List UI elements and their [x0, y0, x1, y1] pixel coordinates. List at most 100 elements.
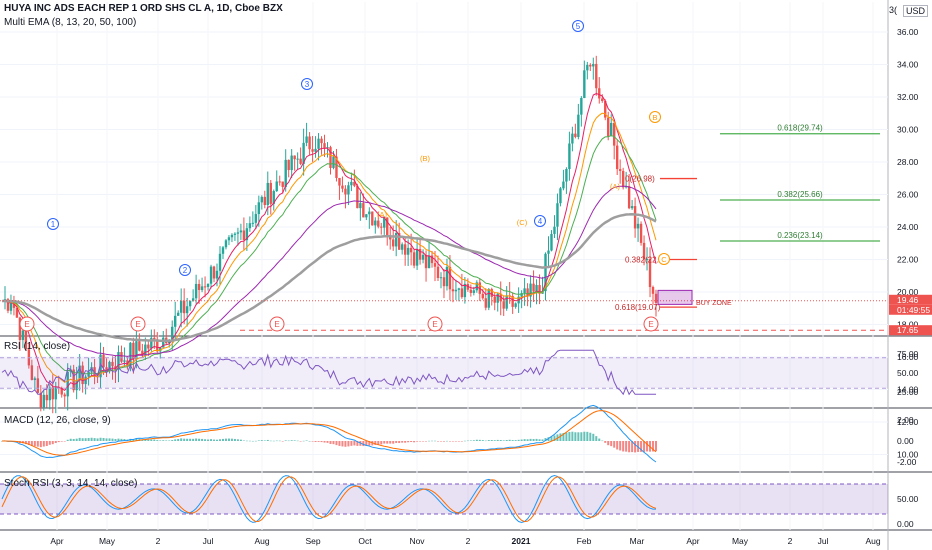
macd-histogram-bar — [365, 441, 368, 446]
candle-body — [132, 342, 135, 360]
macd-histogram-bar — [248, 440, 251, 442]
rsi-line — [1, 349, 656, 396]
candle-body — [451, 289, 455, 292]
macd-histogram-bar — [69, 438, 72, 441]
candle-body — [592, 63, 595, 67]
candle-body — [12, 301, 16, 308]
wave-label: 3 — [305, 80, 310, 89]
candle-body — [153, 337, 156, 340]
macd-histogram-bar — [81, 438, 84, 441]
macd-histogram-bar — [583, 431, 586, 441]
macd-histogram-bar — [308, 440, 311, 442]
candle-body — [520, 293, 523, 297]
wave-label-circle — [658, 253, 670, 265]
time-tick-label: May — [99, 536, 116, 546]
candle-body — [33, 378, 37, 380]
price-badge: 17.65 — [897, 325, 919, 335]
candle-body — [188, 300, 192, 307]
time-tick-label: Aug — [254, 536, 269, 546]
macd-histogram-bar — [541, 439, 544, 441]
macd-histogram-bar — [496, 439, 499, 441]
candle-body — [556, 203, 559, 227]
macd-histogram-bar — [490, 440, 493, 441]
macd-label: MACD (12, 26, close, 9) — [4, 415, 111, 426]
macd-histogram-bar — [189, 438, 192, 441]
candle-body — [66, 371, 69, 397]
macd-histogram-bar — [466, 440, 469, 442]
price-tick-label: 14.00 — [897, 385, 919, 395]
candle-body — [598, 88, 601, 99]
time-tick-label: 2 — [466, 536, 471, 546]
macd-histogram-bar — [90, 437, 93, 441]
time-tick-label: Oct — [358, 536, 372, 546]
candle-body — [406, 247, 410, 255]
macd-histogram-bar — [434, 440, 437, 442]
candle-body — [389, 237, 392, 240]
macd-histogram-bar — [448, 441, 451, 442]
currency-badge[interactable]: USD — [903, 5, 929, 17]
macd-histogram-bar — [213, 439, 216, 441]
candle-body — [147, 344, 150, 349]
candle-body — [630, 206, 634, 209]
macd-histogram-bar — [230, 438, 233, 441]
macd-histogram-bar — [156, 440, 159, 441]
macd-histogram-bar — [460, 441, 463, 442]
macd-histogram-bar — [520, 439, 523, 441]
rsi-label: RSI (14, close) — [4, 341, 71, 352]
candle-body — [433, 263, 437, 267]
wave-label-circle — [47, 218, 59, 230]
macd-histogram-bar — [562, 433, 565, 441]
candle-body — [371, 211, 374, 226]
candle-body — [263, 196, 266, 205]
candle-body — [610, 122, 613, 137]
macd-histogram-bar — [499, 440, 502, 441]
wave-label: 2 — [183, 266, 188, 275]
candle-body — [499, 293, 502, 302]
time-tick-label: May — [732, 536, 749, 546]
macd-histogram-bar — [72, 438, 75, 441]
candle-body — [604, 101, 607, 118]
candle-body — [269, 182, 272, 204]
macd-histogram-bar — [260, 440, 263, 441]
macd-histogram-bar — [305, 440, 308, 441]
candle-body — [39, 392, 43, 408]
candle-body — [93, 367, 96, 376]
candle-body — [627, 186, 631, 209]
macd-histogram-bar — [451, 441, 454, 442]
wave-label: (C) — [517, 218, 528, 227]
candle-body — [90, 367, 93, 372]
candle-body — [224, 240, 228, 248]
macd-histogram-bar — [395, 441, 398, 443]
candle-body — [305, 136, 308, 143]
candle-body — [248, 223, 252, 229]
candle-body — [559, 188, 562, 204]
macd-line — [1, 404, 657, 463]
candle-body — [553, 226, 556, 234]
candle-body — [457, 288, 461, 290]
candle-body — [547, 250, 550, 254]
macd-histogram-bar — [631, 441, 634, 453]
macd-histogram-bar — [625, 441, 628, 452]
candle-body — [299, 158, 302, 164]
time-tick-label: 2 — [788, 536, 793, 546]
candle-body — [54, 387, 57, 400]
macd-histogram-bar — [445, 440, 448, 442]
candle-body — [105, 367, 108, 372]
ema-100-line — [2, 212, 657, 343]
macd-histogram-bar — [514, 440, 517, 441]
macd-histogram-bar — [517, 439, 520, 441]
buy-zone-box — [657, 289, 693, 305]
candle-body — [287, 159, 290, 171]
candle-body — [580, 98, 583, 115]
wave-label: (B) — [420, 154, 431, 163]
earnings-marker-label: E — [274, 320, 279, 329]
candle-body — [475, 282, 479, 291]
candle-body — [135, 341, 138, 360]
wave-label: (A) — [377, 210, 388, 219]
macd-histogram-bar — [532, 439, 535, 441]
macd-histogram-bar — [362, 441, 365, 447]
candle-body — [445, 266, 449, 287]
macd-histogram-bar — [227, 438, 230, 441]
macd-histogram-bar — [96, 438, 99, 441]
